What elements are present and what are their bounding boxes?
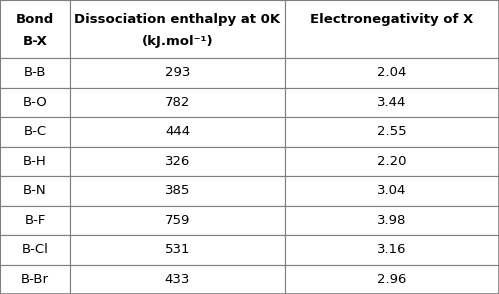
Text: B-N: B-N (23, 184, 47, 197)
Bar (70, 58, 285, 88)
Bar (285, 88, 499, 117)
Text: B-B: B-B (24, 66, 46, 79)
Text: 782: 782 (165, 96, 190, 109)
Text: (kJ.mol⁻¹): (kJ.mol⁻¹) (142, 35, 213, 48)
Bar (70, 206, 285, 235)
Bar (70, 265, 285, 294)
Text: 385: 385 (165, 184, 190, 197)
Bar (0, 88, 70, 117)
Bar (0, 0, 70, 58)
Text: B-Br: B-Br (21, 273, 49, 286)
Text: B-X: B-X (22, 35, 47, 48)
Text: B-O: B-O (22, 96, 47, 109)
Bar (285, 235, 499, 265)
Text: 3.04: 3.04 (377, 184, 407, 197)
Bar (0, 146, 70, 176)
Bar (285, 265, 499, 294)
Text: 433: 433 (165, 273, 190, 286)
Bar (285, 146, 499, 176)
Bar (70, 146, 285, 176)
Text: 2.20: 2.20 (377, 155, 407, 168)
Bar (0, 206, 70, 235)
Text: 444: 444 (165, 125, 190, 138)
Bar (0, 117, 70, 146)
Bar (285, 176, 499, 206)
Text: B-F: B-F (24, 214, 46, 227)
Bar (0, 265, 70, 294)
Text: 531: 531 (165, 243, 190, 256)
Bar (285, 58, 499, 88)
Text: 293: 293 (165, 66, 190, 79)
Text: B-H: B-H (23, 155, 47, 168)
Bar (70, 235, 285, 265)
Text: 3.44: 3.44 (377, 96, 407, 109)
Bar (285, 0, 499, 58)
Bar (70, 0, 285, 58)
Text: 326: 326 (165, 155, 190, 168)
Text: 3.98: 3.98 (377, 214, 407, 227)
Bar (70, 117, 285, 146)
Text: Electronegativity of X: Electronegativity of X (310, 13, 474, 26)
Text: B-C: B-C (23, 125, 46, 138)
Text: Bond: Bond (16, 13, 54, 26)
Text: 3.16: 3.16 (377, 243, 407, 256)
Text: 2.55: 2.55 (377, 125, 407, 138)
Text: B-Cl: B-Cl (21, 243, 48, 256)
Text: 2.96: 2.96 (377, 273, 407, 286)
Bar (285, 206, 499, 235)
Bar (0, 58, 70, 88)
Bar (70, 88, 285, 117)
Bar (285, 117, 499, 146)
Text: Dissociation enthalpy at 0K: Dissociation enthalpy at 0K (74, 13, 280, 26)
Text: 759: 759 (165, 214, 190, 227)
Bar (70, 176, 285, 206)
Bar (0, 235, 70, 265)
Text: 2.04: 2.04 (377, 66, 407, 79)
Bar (0, 176, 70, 206)
